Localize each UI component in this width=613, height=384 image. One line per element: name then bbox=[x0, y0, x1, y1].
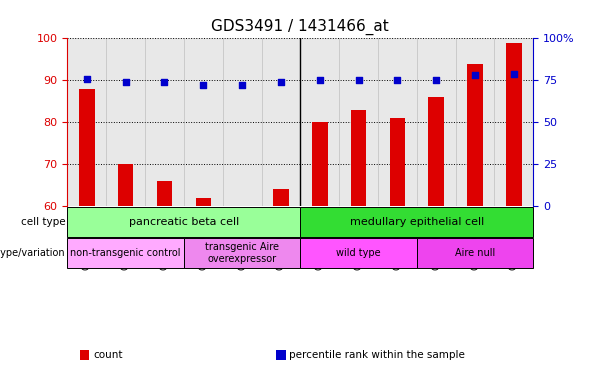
Point bbox=[82, 76, 92, 82]
Text: pancreatic beta cell: pancreatic beta cell bbox=[129, 217, 239, 227]
Text: percentile rank within the sample: percentile rank within the sample bbox=[289, 350, 465, 360]
Bar bbox=[79, 89, 94, 206]
Point bbox=[121, 79, 131, 85]
Text: wild type: wild type bbox=[337, 248, 381, 258]
Text: GDS3491 / 1431466_at: GDS3491 / 1431466_at bbox=[211, 19, 389, 35]
Bar bbox=[428, 97, 444, 206]
Bar bbox=[273, 189, 289, 206]
Bar bbox=[300, 238, 417, 268]
Point bbox=[199, 82, 208, 88]
Bar bbox=[118, 164, 134, 206]
Text: Aire null: Aire null bbox=[455, 248, 495, 258]
Point bbox=[470, 72, 480, 78]
Text: transgenic Aire
overexpressor: transgenic Aire overexpressor bbox=[205, 242, 279, 264]
Point bbox=[237, 82, 247, 88]
Text: count: count bbox=[93, 350, 123, 360]
Text: cell type: cell type bbox=[21, 217, 66, 227]
Bar bbox=[67, 238, 184, 268]
Text: non-transgenic control: non-transgenic control bbox=[70, 248, 181, 258]
Bar bbox=[390, 118, 405, 206]
Bar bbox=[506, 43, 522, 206]
Bar bbox=[300, 207, 533, 237]
Point bbox=[276, 79, 286, 85]
Bar bbox=[157, 181, 172, 206]
Point bbox=[315, 77, 325, 83]
Point bbox=[354, 77, 364, 83]
Point bbox=[392, 77, 402, 83]
Bar bbox=[467, 63, 483, 206]
Text: genotype/variation: genotype/variation bbox=[0, 248, 66, 258]
Point bbox=[159, 79, 169, 85]
Bar bbox=[184, 238, 300, 268]
Bar bbox=[196, 198, 211, 206]
Point bbox=[432, 77, 441, 83]
Point bbox=[509, 71, 519, 77]
Bar bbox=[312, 122, 327, 206]
Text: medullary epithelial cell: medullary epithelial cell bbox=[349, 217, 484, 227]
Bar bbox=[417, 238, 533, 268]
Bar bbox=[351, 109, 367, 206]
Bar bbox=[67, 207, 300, 237]
